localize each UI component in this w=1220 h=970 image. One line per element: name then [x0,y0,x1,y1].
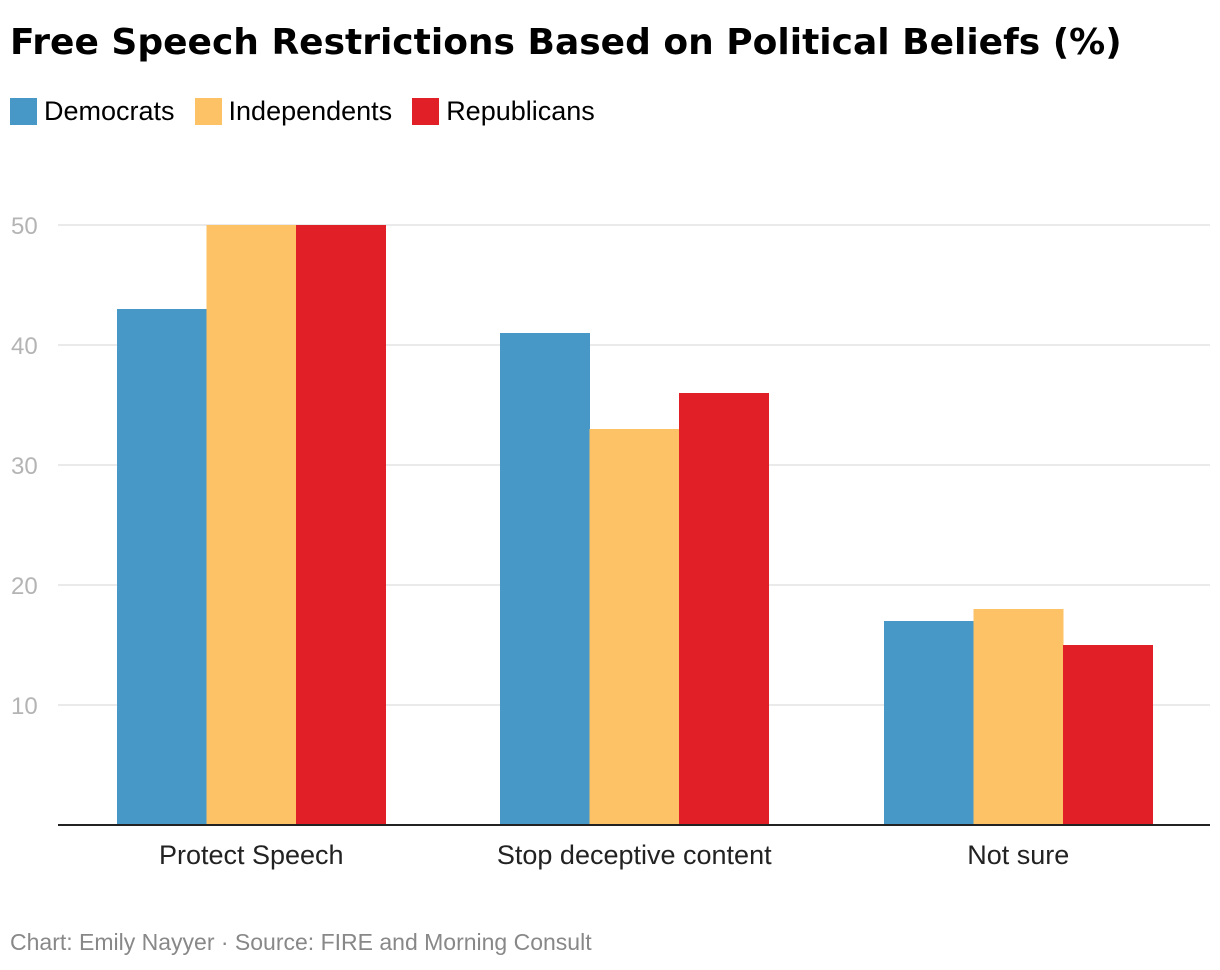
legend-label-democrats: Democrats [44,96,175,126]
x-tick-label: Stop deceptive content [497,840,772,870]
bar-chart: 10 20 30 40 50 Protect Speech Stop deceptive … [11,213,1210,870]
y-tick-label: 20 [11,573,38,600]
x-tick-label: Not sure [967,840,1069,870]
x-axis-ticks: Protect Speech Stop deceptive content Not … [159,840,1069,870]
bar-independents-0 [206,225,297,825]
bar-democrats-0 [117,309,207,825]
legend-label-republicans: Republicans [446,96,595,126]
y-axis-ticks: 10 20 30 40 50 [11,213,38,720]
bar-independents-2 [973,609,1064,825]
y-tick-label: 40 [11,333,38,360]
legend-item-democrats: Democrats [10,96,175,127]
y-tick-label: 10 [11,693,38,720]
bar-independents-1 [589,429,680,825]
legend-swatch-independents [194,98,222,125]
x-tick-label: Protect Speech [159,840,344,870]
bars [117,225,1153,825]
legend-swatch-democrats [10,98,37,125]
legend: Democrats Independents Republicans [10,96,595,127]
bar-republicans-1 [679,393,769,825]
bar-democrats-2 [884,621,974,825]
chart-title: Free Speech Restrictions Based on Politi… [10,22,1122,63]
legend-item-republicans: Republicans [412,96,595,127]
y-tick-label: 50 [11,213,38,240]
bar-republicans-2 [1063,645,1153,825]
legend-item-independents: Independents [194,96,393,127]
legend-label-independents: Independents [228,96,393,126]
chart-credit: Chart: Emily Nayyer · Source: FIRE and M… [10,929,592,955]
bar-democrats-1 [500,333,590,825]
legend-swatch-republicans [412,98,440,125]
y-tick-label: 30 [11,453,38,480]
bar-republicans-0 [296,225,386,825]
